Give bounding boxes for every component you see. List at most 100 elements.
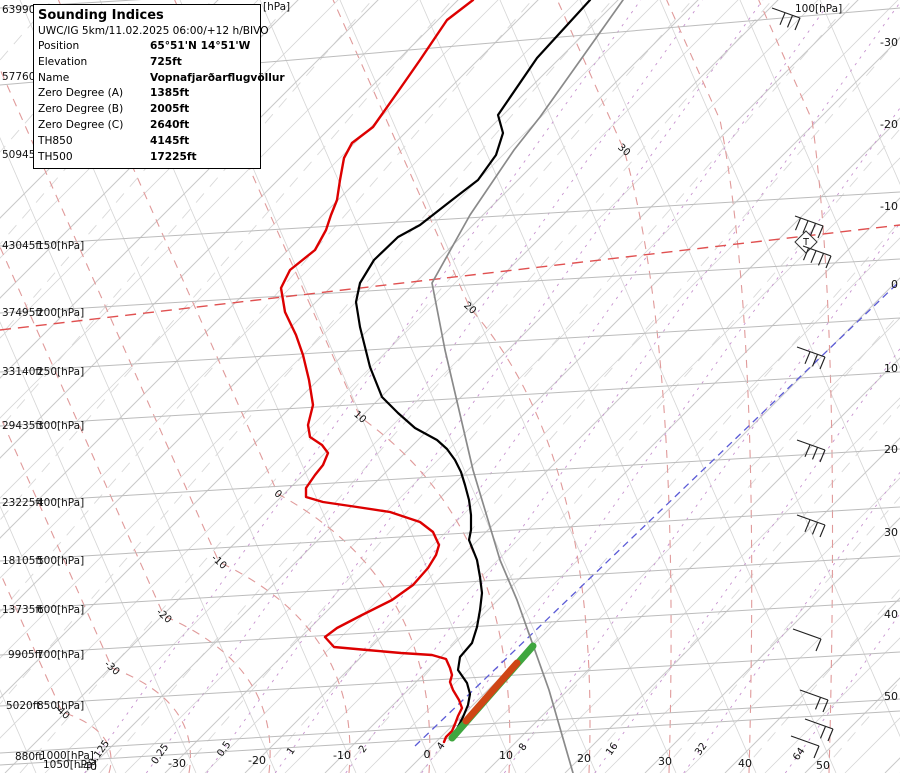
wind-barb-stroke <box>815 638 822 652</box>
moist-adiabat-line <box>0 415 191 773</box>
wind-barb-icon <box>796 514 826 538</box>
indices-row-value: 1385ft <box>150 87 190 100</box>
diagonal-dash-line <box>0 0 453 521</box>
mixing-ratio-label: 0.5 <box>215 740 233 759</box>
dry-adiabat-line <box>499 0 837 773</box>
isotherm-line <box>404 277 900 773</box>
moist-adiabat-label: -20 <box>154 607 174 626</box>
temperature-right-label: -20 <box>880 118 898 131</box>
diagonal-dash-line <box>739 588 900 773</box>
dry-adiabat-line <box>0 505 117 773</box>
wind-barb-stroke <box>796 439 826 451</box>
wind-barb-stroke <box>799 689 829 701</box>
wind-barb-stroke <box>802 220 809 234</box>
isobar-line <box>0 698 900 754</box>
indices-row: Zero Degree (B) 2005ft <box>38 102 256 118</box>
dry-adiabat-line <box>259 0 597 773</box>
isotherm-line <box>884 757 900 773</box>
dewpoint-curve <box>279 0 475 744</box>
altitude-axis-label: 43045ft <box>2 240 43 252</box>
isotherm-line <box>604 477 900 773</box>
mixing-ratio-label: 8 <box>517 742 530 754</box>
panel-rows: Position 65°51'N 14°51'W Elevation 725ft Nam… <box>38 39 285 165</box>
wind-barb-icon <box>796 346 826 370</box>
altitude-axis-label: 9905ft <box>8 649 42 661</box>
wind-barb-stroke <box>817 253 825 266</box>
dry-adiabat-line <box>739 0 900 370</box>
mixing-ratio-label: 64 <box>791 746 807 763</box>
moist-adiabat-line <box>758 0 834 773</box>
altitude-axis-label: 13735ft <box>2 604 43 616</box>
mixing-ratio-line <box>274 0 832 773</box>
diagonal-dash-line <box>179 0 853 773</box>
pressure-axis-label: 850[hPa] <box>37 700 84 712</box>
isotherm-line <box>4 0 779 773</box>
indices-row-value: 725ft <box>150 55 182 68</box>
dry-adiabat-line <box>659 0 900 554</box>
temperature-right-label: 20 <box>884 443 898 456</box>
temperature-right-label: 40 <box>884 608 898 621</box>
moist-adiabat-label: -10 <box>209 553 229 572</box>
isotherm-line <box>364 237 900 773</box>
altitude-axis-label: 50945ft <box>2 149 43 161</box>
temperature-bottom-label: -30 <box>168 757 186 770</box>
altitude-axis-label: 33140ft <box>2 366 43 378</box>
diagonal-dash-line <box>499 312 900 773</box>
diagonal-dash-line <box>0 0 613 705</box>
tropopause-marker-letter: T <box>802 237 809 248</box>
wind-barb-stroke <box>802 245 832 257</box>
isotherm-line <box>0 0 459 459</box>
pressure-axis-label: 300[hPa] <box>37 420 84 432</box>
moist-adiabat-line <box>556 0 672 773</box>
isobar-line <box>0 506 900 562</box>
isotherm-line <box>84 0 859 773</box>
isotherm-line <box>204 77 900 773</box>
tropopause-line <box>0 224 900 331</box>
dry-adiabat-line <box>819 0 900 186</box>
indices-row: Name Vopnafjarðarflugvöllur <box>38 71 285 87</box>
dry-adiabat-line <box>0 137 277 773</box>
wind-barb-stroke <box>790 735 820 747</box>
wind-barb-stroke <box>819 356 826 370</box>
indices-row-value: 17225ft <box>150 150 197 163</box>
temperature-right-label: 0 <box>891 278 898 291</box>
wind-barb-icon <box>802 245 832 269</box>
pressure-axis-label: 200[hPa] <box>37 307 84 319</box>
wind-barb-stroke <box>794 217 802 231</box>
temperature-bottom-label: 50 <box>816 759 830 772</box>
wind-barb-stroke <box>817 225 824 239</box>
wind-barb-stroke <box>825 255 832 269</box>
isotherm-line <box>244 117 900 773</box>
altitude-axis-label: 63990ft <box>2 4 43 16</box>
diagonal-dash-line <box>339 128 900 773</box>
isotherm-line <box>324 197 900 773</box>
mixing-ratio-label: 1 <box>285 746 298 758</box>
wind-barb-stroke <box>794 17 801 31</box>
temperature-bottom-label: -20 <box>248 754 266 767</box>
isobar-line <box>0 317 900 373</box>
isotherm-line <box>0 0 419 419</box>
pressure-axis-label: 600[hPa] <box>37 604 84 616</box>
diagonal-dash-line <box>579 404 900 773</box>
isobar-line <box>0 258 900 314</box>
indices-row-label: Position <box>38 40 80 52</box>
moist-adiabat-line <box>332 0 591 773</box>
dry-adiabat-line <box>339 0 677 773</box>
temperature-curve <box>354 0 592 740</box>
wind-barb-stroke <box>814 697 822 710</box>
parcel-segment-orange <box>462 659 521 725</box>
wind-barb-stroke <box>811 522 819 535</box>
indices-row-label: TH850 <box>38 134 73 147</box>
isotherm-line <box>444 317 900 773</box>
wind-barb-icon <box>794 215 824 239</box>
pressure-axis-label: 700[hPa] <box>37 649 84 661</box>
isotherm-line <box>0 0 299 299</box>
dry-adiabat-line <box>579 0 900 738</box>
mixing-ratio-label: 2 <box>357 744 370 756</box>
indices-row-label: Zero Degree (C) <box>38 118 124 131</box>
dry-adiabat-line <box>419 0 757 773</box>
temperature-right-label: 30 <box>884 526 898 539</box>
moist-adiabat-line <box>0 69 351 773</box>
